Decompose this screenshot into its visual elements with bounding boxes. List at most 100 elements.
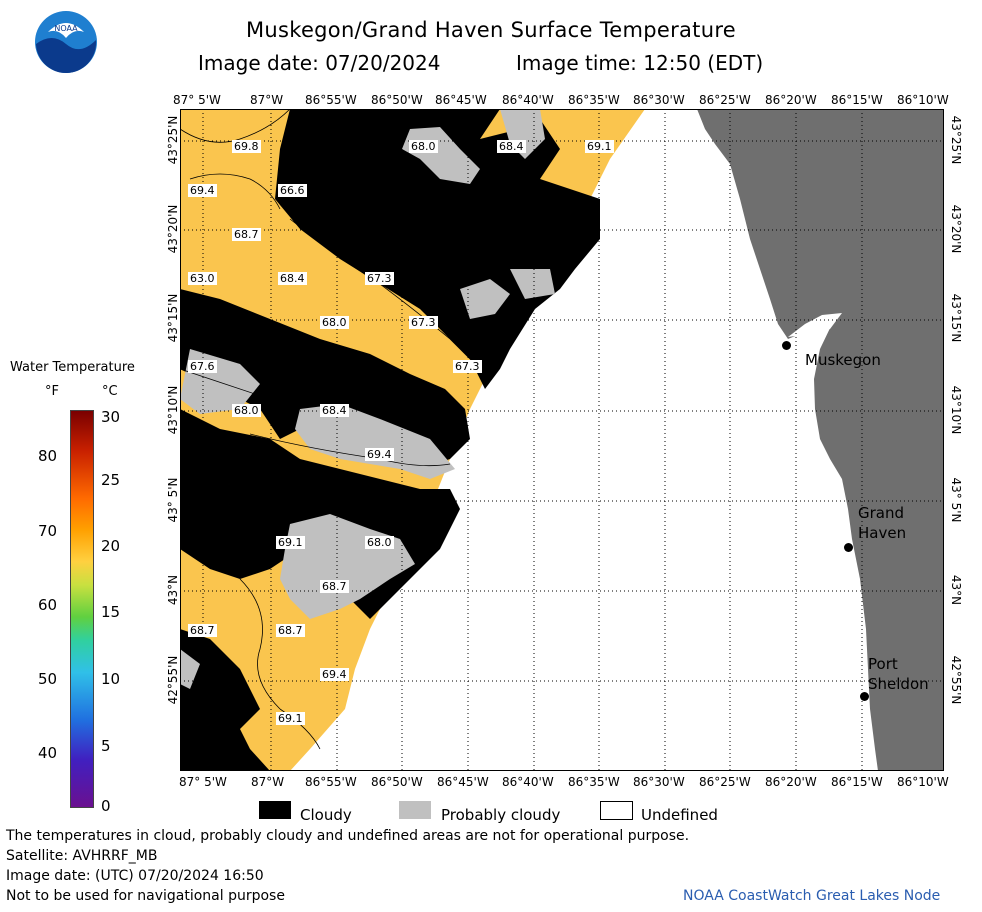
legend-cloudy-label: Cloudy [300, 806, 352, 824]
probably-cloudy-4 [295, 404, 455, 479]
bottom-tick: 86°25'W [699, 775, 751, 789]
temp-label: 69.1 [276, 712, 305, 725]
temp-label: 69.1 [585, 140, 614, 153]
bottom-tick: 86°40'W [502, 775, 554, 789]
map-title: Muskegon/Grand Haven Surface Temperature [245, 18, 737, 42]
temp-label: 68.7 [276, 624, 305, 637]
lat-tick-right: 43°20'N [949, 204, 963, 254]
noaa-logo: NOAA [34, 10, 98, 74]
temp-label: 68.4 [278, 272, 307, 285]
graticule [180, 109, 944, 771]
temp-label: 67.6 [188, 360, 217, 373]
c-tick: 20 [101, 537, 121, 555]
bottom-tick: 86°50'W [371, 775, 423, 789]
city-grand-haven: Grand Haven [858, 504, 907, 542]
temp-label: 68.0 [409, 140, 438, 153]
top-tick: 86°55'W [305, 93, 357, 107]
colorbar [70, 410, 94, 808]
city-port-sheldon: Port Sheldon [868, 655, 929, 693]
satellite: Satellite: AVHRRF_MB [6, 848, 158, 864]
port-sheldon-dot [860, 692, 869, 701]
utc-date: Image date: (UTC) 07/20/2024 16:50 [6, 868, 264, 884]
bottom-tick: 86°10'W [897, 775, 949, 789]
lat-tick-left: 43°25'N [166, 115, 180, 165]
image-date: Image date: 07/20/2024 [198, 51, 441, 75]
c-tick: 10 [101, 670, 121, 688]
unit-c: °C [102, 384, 118, 399]
cloud-band-middle [180, 289, 470, 469]
lat-tick-right: 43°15'N [949, 293, 963, 343]
lat-tick-right: 43°10'N [949, 385, 963, 435]
temp-label: 68.0 [365, 536, 394, 549]
lat-tick-right: 43° 5'N [949, 477, 963, 523]
temp-label: 69.8 [232, 140, 261, 153]
legend-undefined-label: Undefined [641, 806, 718, 824]
unit-f: °F [45, 384, 59, 399]
top-tick: 87° 5'W [173, 93, 221, 107]
top-tick: 86°50'W [371, 93, 423, 107]
lat-tick-left: 43° 5'N [166, 477, 180, 523]
probably-cloudy-5 [460, 279, 510, 319]
c-tick: 0 [101, 797, 111, 815]
temp-label: 69.4 [320, 668, 349, 681]
bottom-tick: 87°W [251, 775, 285, 789]
c-tick: 25 [101, 471, 121, 489]
top-tick: 86°10'W [897, 93, 949, 107]
temp-label: 68.0 [320, 316, 349, 329]
lat-tick-right: 43°25'N [949, 115, 963, 165]
bottom-tick: 86°20'W [765, 775, 817, 789]
bottom-tick: 86°30'W [633, 775, 685, 789]
c-tick: 30 [101, 408, 121, 426]
temp-label: 67.3 [453, 360, 482, 373]
bottom-tick: 86°35'W [568, 775, 620, 789]
lat-tick-left: 43°N [166, 574, 180, 606]
muskegon-lake [788, 313, 842, 337]
top-tick: 86°45'W [435, 93, 487, 107]
bottom-tick: 86°45'W [437, 775, 489, 789]
probably-cloudy-8 [180, 649, 200, 689]
top-tick: 86°25'W [699, 93, 751, 107]
sst-map [180, 109, 944, 771]
lat-tick-right: 42°55'N [949, 655, 963, 705]
temp-label: 68.7 [188, 624, 217, 637]
temp-label: 68.4 [497, 140, 526, 153]
muskegon-dot [782, 341, 791, 350]
colorbar-title: Water Temperature [10, 360, 135, 375]
temp-label: 69.4 [188, 184, 217, 197]
temp-label: 68.4 [320, 404, 349, 417]
cloud-sw [180, 629, 270, 771]
isotherms [180, 109, 491, 750]
temp-label: 67.3 [409, 316, 438, 329]
f-tick: 50 [38, 670, 58, 688]
lat-tick-right: 43°N [949, 574, 963, 606]
temp-label: 68.0 [232, 404, 261, 417]
logo-text: NOAA [54, 24, 78, 33]
temp-label: 66.6 [278, 184, 307, 197]
grand-haven-dot [844, 543, 853, 552]
legend-undefined-swatch [600, 801, 633, 820]
top-tick: 86°40'W [502, 93, 554, 107]
temp-label: 67.3 [365, 272, 394, 285]
nav-warning: Not to be used for navigational purpose [6, 888, 285, 904]
legend-probably-cloudy-label: Probably cloudy [441, 806, 561, 824]
city-muskegon: Muskegon [805, 351, 881, 369]
temp-label: 68.7 [232, 228, 261, 241]
lat-tick-left: 42°55'N [166, 655, 180, 705]
bottom-tick: 86°15'W [831, 775, 883, 789]
f-tick: 40 [38, 744, 58, 762]
bottom-tick: 86°55'W [305, 775, 357, 789]
f-tick: 60 [38, 596, 58, 614]
lat-tick-left: 43°10'N [166, 385, 180, 435]
top-tick: 86°30'W [633, 93, 685, 107]
top-tick: 86°20'W [765, 93, 817, 107]
bottom-tick: 87° 5'W [179, 775, 227, 789]
f-tick: 80 [38, 447, 58, 465]
temp-label: 63.0 [188, 272, 217, 285]
f-tick: 70 [38, 522, 58, 540]
c-tick: 5 [101, 737, 111, 755]
probably-cloudy-6 [510, 269, 555, 299]
top-tick: 87°W [250, 93, 284, 107]
credit: NOAA CoastWatch Great Lakes Node [683, 888, 941, 904]
temp-label: 69.1 [276, 536, 305, 549]
top-tick: 86°35'W [568, 93, 620, 107]
